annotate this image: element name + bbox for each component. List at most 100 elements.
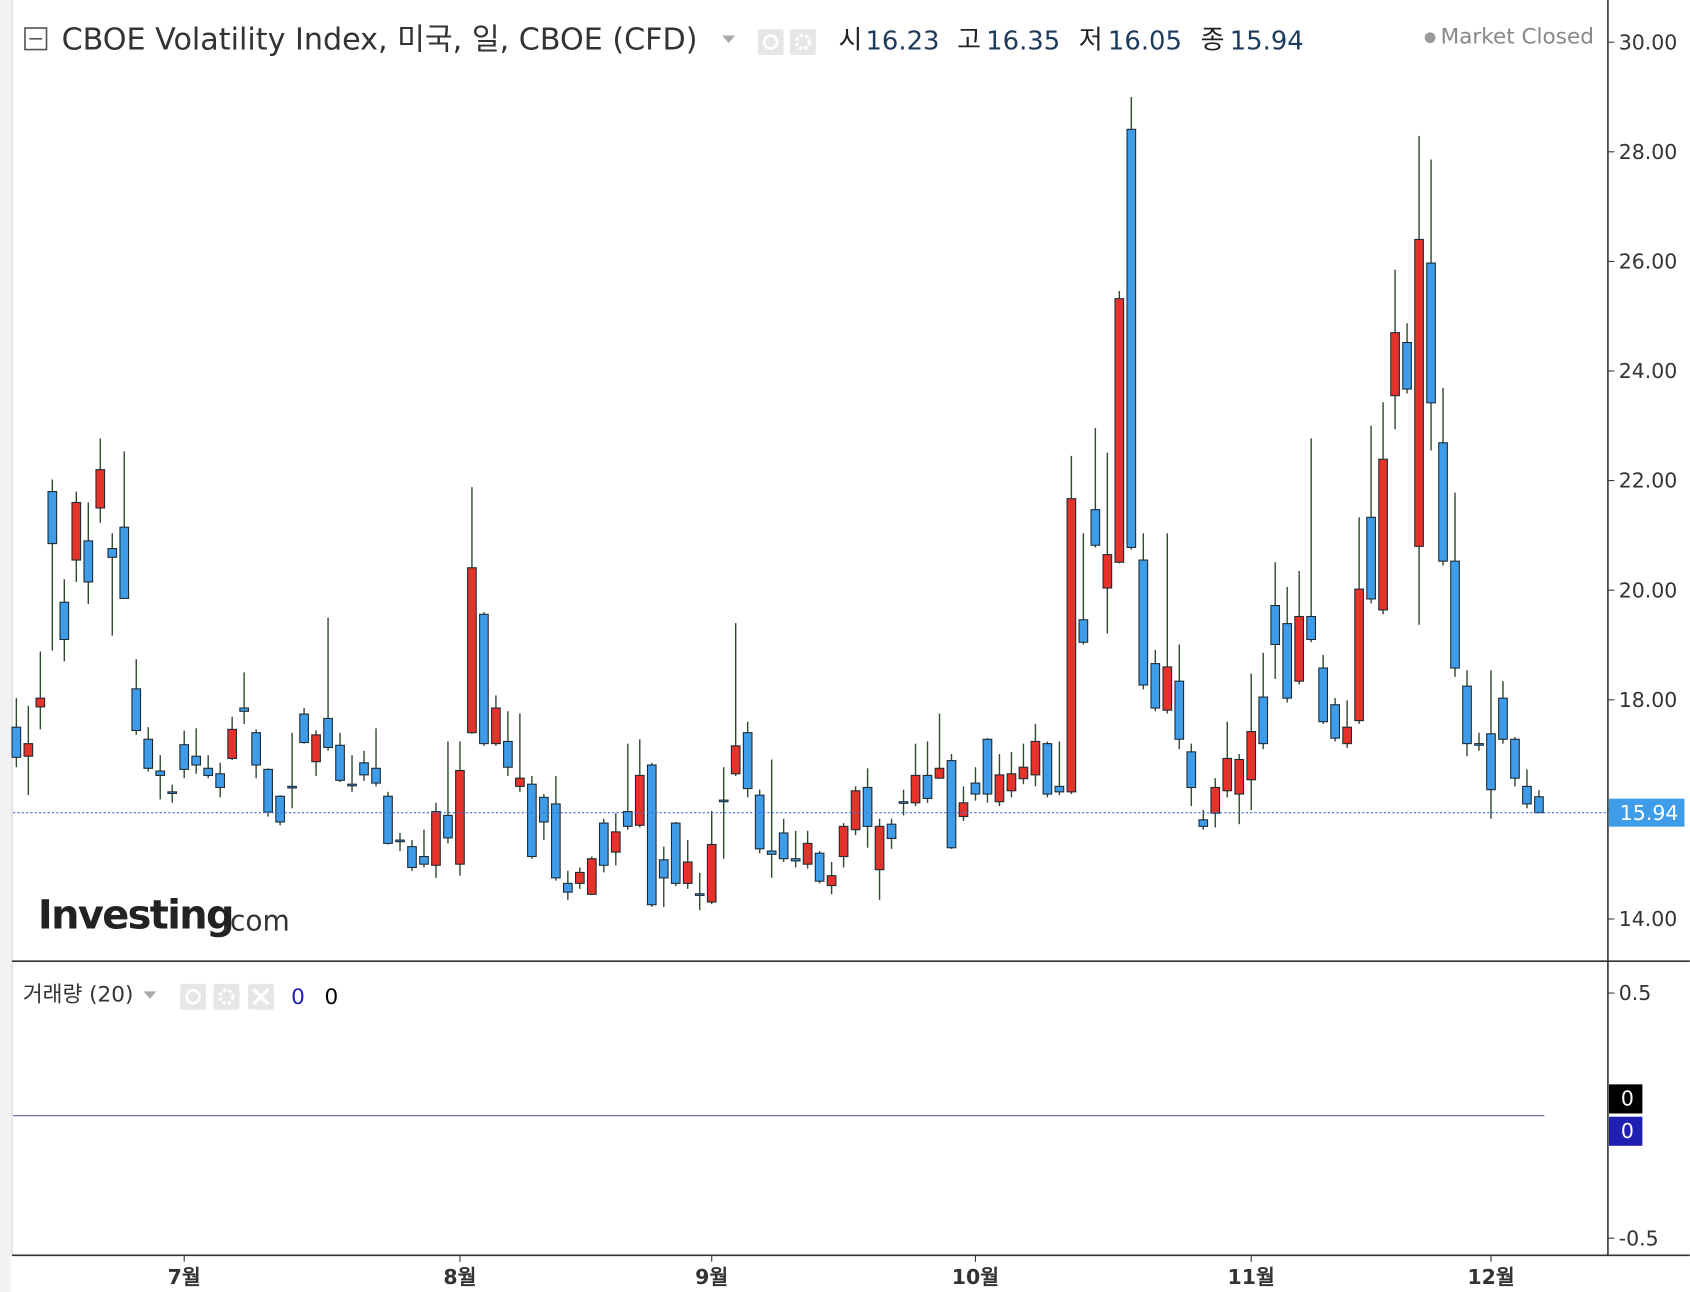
candle-body bbox=[946, 760, 957, 849]
candle-body bbox=[551, 803, 561, 879]
y-tick-label: -0.5 bbox=[1619, 1226, 1659, 1250]
dropdown-arrow[interactable] bbox=[722, 35, 736, 44]
candle-body bbox=[1522, 785, 1532, 805]
y-tick-label: 0.5 bbox=[1619, 981, 1652, 1005]
volume-value-label: 0 bbox=[1621, 1086, 1634, 1110]
candle-body bbox=[1186, 751, 1197, 789]
candle-body bbox=[119, 526, 130, 599]
candle-body bbox=[874, 825, 885, 871]
candle-body bbox=[1150, 663, 1161, 709]
volume-remove-x bbox=[252, 988, 270, 1006]
candle-body bbox=[562, 882, 573, 893]
candle-body bbox=[1366, 516, 1376, 600]
candle-body bbox=[1198, 819, 1209, 827]
visibility-icon-eye bbox=[762, 34, 779, 50]
candle-body bbox=[1294, 615, 1305, 682]
candle-body bbox=[1234, 758, 1245, 795]
candle-body bbox=[539, 796, 549, 823]
candle-body bbox=[1042, 743, 1053, 795]
candle-body bbox=[694, 893, 705, 896]
candle-body bbox=[275, 795, 285, 823]
visibility-icon[interactable] bbox=[757, 29, 784, 55]
candle-body bbox=[574, 871, 585, 884]
candle-body bbox=[311, 734, 321, 763]
candle-body bbox=[1174, 680, 1185, 740]
candle-body bbox=[1018, 766, 1029, 780]
collapse-icon[interactable] bbox=[24, 27, 48, 51]
y-tick-label: 18.00 bbox=[1619, 688, 1678, 712]
candle-body bbox=[407, 846, 417, 869]
status-dot bbox=[1424, 32, 1436, 44]
settings-icon-gear bbox=[794, 33, 812, 51]
candle-body bbox=[910, 774, 921, 804]
chart-title: CBOE Volatility Index, 미국, 일, CBOE (CFD) bbox=[62, 22, 698, 57]
candle-body bbox=[347, 783, 357, 787]
candle-body bbox=[59, 601, 70, 641]
candle-body bbox=[1054, 785, 1065, 793]
candle-body bbox=[730, 745, 741, 775]
y-tick-label: 22.00 bbox=[1619, 469, 1678, 493]
candle-body bbox=[203, 767, 214, 776]
candle-body bbox=[527, 783, 537, 858]
ohlc-value: 16.05 bbox=[1108, 27, 1182, 57]
candle-body bbox=[994, 774, 1005, 803]
candle-body bbox=[1102, 554, 1113, 589]
x-tick-label: 12월 bbox=[1467, 1265, 1514, 1289]
candle-body bbox=[814, 852, 825, 882]
candle-body bbox=[1162, 666, 1173, 711]
candle-body bbox=[95, 469, 106, 509]
x-tick-label: 8월 bbox=[443, 1265, 476, 1289]
candle-body bbox=[658, 859, 669, 879]
candle-body bbox=[239, 707, 249, 712]
volume-value-label: 0 bbox=[1621, 1119, 1634, 1143]
candle-body bbox=[802, 842, 813, 865]
volume-visibility-icon[interactable] bbox=[180, 983, 207, 1010]
candle-body bbox=[143, 738, 154, 769]
candle-body bbox=[1318, 667, 1328, 723]
settings-icon[interactable] bbox=[790, 29, 816, 55]
ohlc-value: 15.94 bbox=[1230, 27, 1304, 57]
last-price-label: 15.94 bbox=[1620, 801, 1679, 825]
candle-body bbox=[886, 823, 897, 839]
candle-body bbox=[155, 770, 166, 776]
x-tick-label: 10월 bbox=[952, 1265, 999, 1289]
candle-body bbox=[191, 755, 202, 766]
candle-body bbox=[1078, 619, 1089, 643]
volume-settings-icon[interactable] bbox=[213, 983, 240, 1010]
candle-body bbox=[47, 491, 58, 545]
ohlc-label: 종 bbox=[1201, 25, 1225, 55]
candle-body bbox=[1474, 743, 1484, 746]
candle-body bbox=[83, 540, 94, 583]
candle-body bbox=[1210, 786, 1221, 814]
candle-body bbox=[1090, 509, 1101, 546]
volume-dropdown-arrow[interactable] bbox=[143, 991, 157, 999]
plot-layer: 30.0028.0026.0024.0022.0020.0018.0016.00… bbox=[11, 25, 1685, 1289]
candle-body bbox=[1246, 731, 1257, 781]
volume-header-value: 0 bbox=[291, 985, 305, 1010]
y-tick-label: 24.00 bbox=[1619, 359, 1678, 383]
candle-body bbox=[1282, 623, 1293, 699]
candle-body bbox=[862, 786, 873, 827]
candle-body bbox=[431, 811, 441, 866]
candle-body bbox=[299, 713, 309, 744]
candle-body bbox=[742, 732, 753, 790]
candle-body bbox=[1450, 560, 1460, 669]
candle-body bbox=[1306, 615, 1317, 641]
candle-body bbox=[23, 743, 34, 757]
volume-header-value: 0 bbox=[325, 985, 339, 1010]
candle-body bbox=[215, 773, 226, 789]
candle-body bbox=[850, 790, 861, 831]
candle-body bbox=[167, 791, 178, 795]
candle-body bbox=[1222, 757, 1233, 792]
candle-body bbox=[790, 858, 801, 862]
candle-body bbox=[455, 769, 465, 865]
candle-body bbox=[1330, 704, 1340, 739]
candle-body bbox=[982, 738, 993, 795]
candle-body bbox=[826, 875, 837, 887]
candle-body bbox=[646, 764, 657, 906]
market-status: Market Closed bbox=[1441, 25, 1594, 50]
candle-body bbox=[1390, 332, 1400, 397]
x-tick-label: 11월 bbox=[1228, 1265, 1275, 1289]
volume-visibility-eye bbox=[185, 988, 201, 1005]
